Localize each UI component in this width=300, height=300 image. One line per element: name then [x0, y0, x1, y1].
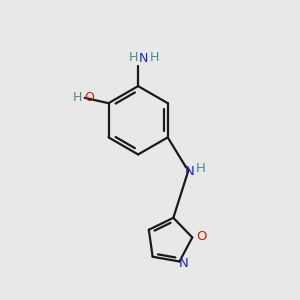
Text: H: H	[129, 51, 138, 64]
Text: H: H	[150, 51, 159, 64]
Text: H: H	[73, 91, 82, 104]
Text: O: O	[196, 230, 206, 243]
Text: N: N	[179, 257, 188, 270]
Text: N: N	[139, 52, 148, 65]
Text: H: H	[196, 162, 206, 175]
Text: O: O	[84, 91, 94, 104]
Text: N: N	[185, 165, 195, 178]
